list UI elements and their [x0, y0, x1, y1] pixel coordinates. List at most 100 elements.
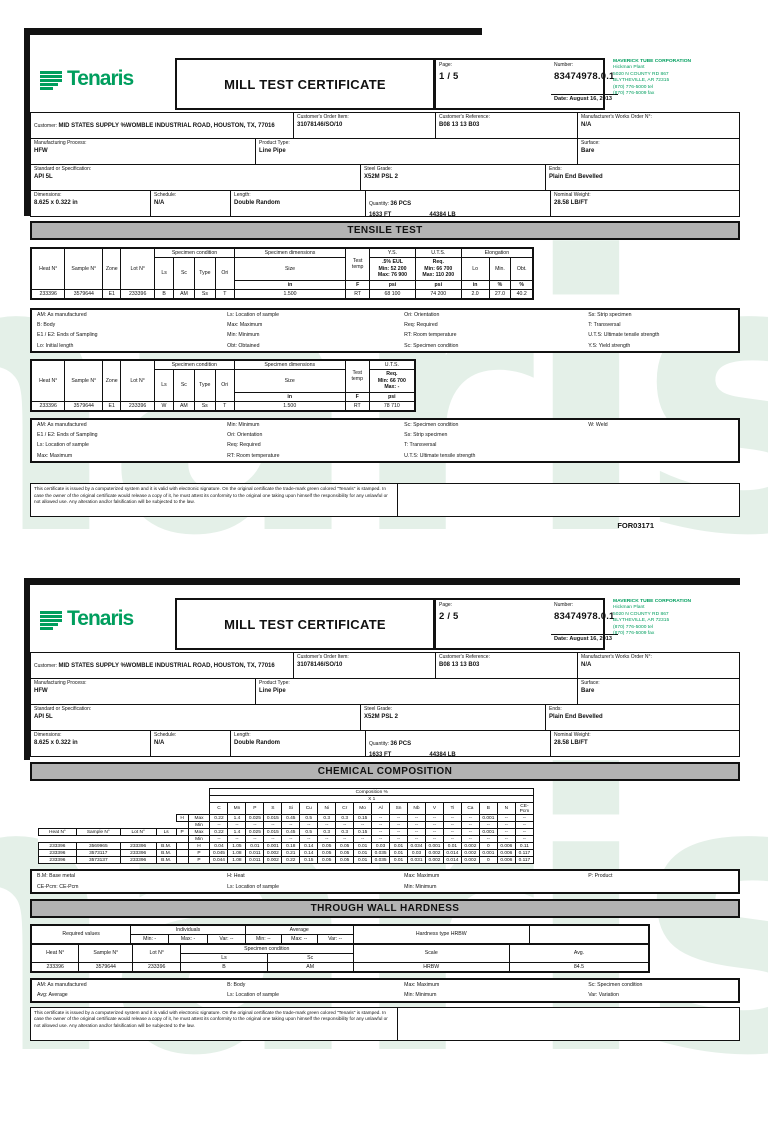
quantity-cell: Quantity: 36 PCS 1633 FT 44384 LB	[366, 191, 551, 216]
hardness-table: Heat N° Sample N° Lot N° Specimen condit…	[30, 942, 650, 973]
col-elongation: Elongation	[460, 247, 534, 258]
page-cell: Page: 2 / 5	[435, 600, 551, 648]
col-specimen-condition: Specimen condition	[154, 247, 235, 258]
cell: Ls: Location of sample	[37, 442, 89, 449]
cell: 0.01	[245, 842, 265, 850]
number-page-box: Number: 83474978.0.1 Page: 1 / 5 Date: A…	[435, 58, 618, 110]
works-order-cell: Manufacturer's Works Order N°: N/A	[581, 114, 652, 128]
process-cell: Manufacturing Process: HFW	[31, 139, 256, 164]
table-row: Max: Maximum RT: Room temperature U.T.S: U…	[31, 451, 739, 462]
cell: 0.01	[353, 849, 373, 857]
cell: RT: Room temperature	[404, 332, 457, 339]
cell: 233396	[38, 849, 77, 857]
cell: Max: Maximum	[404, 981, 440, 988]
cell	[583, 440, 739, 450]
page-number: 1 / 5	[439, 71, 459, 82]
cell: --	[371, 821, 391, 829]
cell: B	[478, 802, 498, 815]
cell: S	[263, 802, 283, 815]
cell: Min: Minimum	[404, 992, 437, 999]
cell: 0.001	[424, 842, 444, 850]
cell: 0.002	[263, 849, 283, 857]
cell: --	[496, 821, 516, 829]
cell: 0	[478, 856, 498, 864]
cell	[583, 451, 739, 462]
cell: V	[424, 802, 444, 815]
page-label: Page:	[439, 602, 453, 608]
cell: 233396	[38, 856, 77, 864]
average-label: Average	[244, 924, 354, 935]
cell: F	[345, 279, 371, 290]
col-min: Min.	[488, 257, 512, 281]
certificate-number: 83474978.0.1	[554, 71, 615, 82]
certificate-title: MILL TEST CERTIFICATE	[175, 58, 435, 110]
quantity-cell: Quantity: 36 PCS 1633 FT 44384 LB	[366, 731, 551, 756]
ends-cell: Ends: Plain End Bevelled	[549, 166, 603, 180]
cell: --	[460, 835, 480, 843]
cell: 233396	[120, 400, 156, 411]
cell: 3573137	[75, 856, 121, 864]
col-sample: Sample N°	[64, 359, 104, 402]
cell: --	[389, 835, 409, 843]
cell: --	[371, 828, 391, 836]
table-row: AM: As manufactured Min: Minimum Sc: Speci…	[31, 419, 739, 430]
composition-subheader: X 1	[209, 795, 534, 803]
cell: H	[187, 842, 211, 850]
col-zone: Zone	[102, 359, 122, 402]
order-item-cell: Customer's Order Item: 31078146/SO/10	[294, 653, 436, 678]
cell: AM	[172, 400, 195, 411]
col-scale: Scale	[352, 943, 510, 963]
cell: --	[514, 821, 535, 829]
table-row: 233396 3569965 233396 B.M. H 0.04 1.05 0.01 0.00…	[38, 842, 535, 850]
cell: 0.3	[335, 814, 355, 822]
cell: %	[488, 279, 512, 290]
cell: --	[424, 821, 444, 829]
mill-address: MAVERICK TUBE CORPORATION Hickman Plant …	[613, 59, 692, 96]
tenaris-logo-text: Tenaris	[67, 607, 134, 630]
length-cell: Length: Double Random	[231, 731, 366, 756]
cell: W: Weld	[588, 421, 608, 428]
certificate-number-cell: Number: 83474978.0.1	[551, 600, 618, 634]
cell: 0.035	[371, 849, 391, 857]
table-row: E1 / E2: Ends of Sampling Ori: Orientatio…	[31, 430, 739, 440]
cell: 78 710	[368, 400, 416, 411]
cell	[175, 842, 189, 850]
cell: B.M.	[155, 842, 177, 850]
cell: 27.0	[488, 288, 512, 299]
tensile-table-1: Heat N° Sample N° Zone Lot N° Specimen c…	[30, 247, 534, 300]
col-heat: Heat N°	[30, 359, 66, 402]
cell: 3579644	[78, 961, 134, 973]
cell: 74 200	[414, 288, 462, 299]
process-cell: Manufacturing Process: HFW	[31, 679, 256, 704]
document-viewer: { "watermark": "Tenaris", "company": { "…	[0, 28, 768, 1108]
cell: 1.05	[227, 842, 247, 850]
cell: 0.21	[281, 849, 301, 857]
table-row: CE-Pcm: CE-Pcm Ls: Location of sample Min:…	[31, 881, 739, 892]
scan-artifact-bar	[30, 28, 482, 35]
cell: 0.031	[407, 856, 426, 864]
cell: 0.3	[335, 828, 355, 836]
cell: 0.5	[299, 814, 319, 822]
uts-requirements: Req. Min: 66 700 Max: 110 200	[414, 257, 462, 281]
cell: --	[460, 814, 480, 822]
cell: --	[371, 835, 391, 843]
cell: B	[154, 288, 175, 299]
cell: Lo: Initial length	[37, 342, 74, 349]
disclaimer-row: This certificate is issued by a computer…	[30, 483, 740, 517]
cell: 0.5	[299, 828, 319, 836]
cell: CE-Pcm: CE-Pcm	[37, 883, 79, 890]
cell: 0.034	[407, 842, 426, 850]
cell: --	[496, 835, 516, 843]
chemical-composition-section-title: CHEMICAL COMPOSITION	[30, 762, 740, 781]
cell: 1.500	[233, 288, 347, 299]
cell: --	[424, 828, 444, 836]
cell: --	[514, 835, 535, 843]
cell: in	[460, 279, 490, 290]
cell: P	[245, 802, 265, 815]
cell: --	[209, 835, 229, 843]
cell: Sc: Specimen condition	[588, 981, 643, 988]
col-heat: Heat N°	[30, 247, 66, 290]
cell: --	[281, 821, 301, 829]
cell: Var: Variation	[588, 992, 619, 999]
cell: --	[245, 821, 265, 829]
